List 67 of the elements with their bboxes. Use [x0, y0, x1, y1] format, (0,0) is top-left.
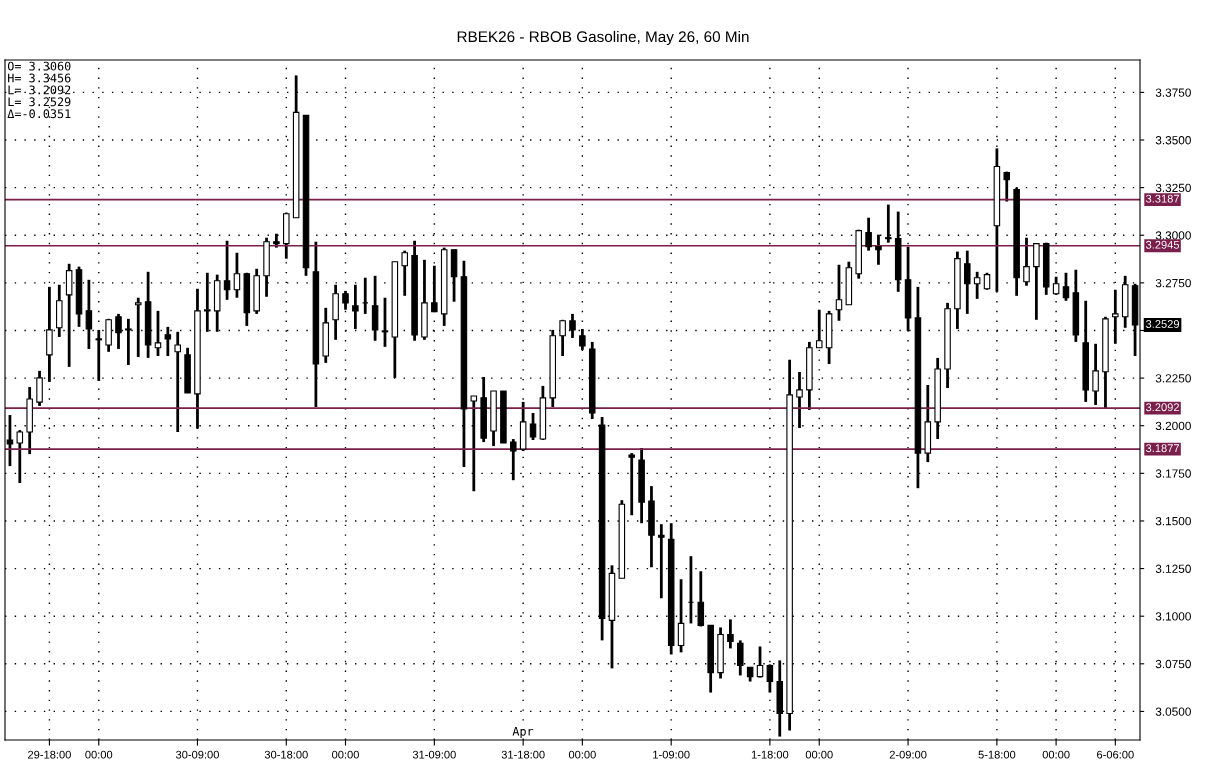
x-tick-label: 30-18:00	[264, 750, 308, 759]
y-tick-label: 3.0750	[1155, 659, 1191, 669]
y-tick-label: 3.3000	[1155, 231, 1191, 240]
x-tick-label: 00:00	[568, 750, 596, 759]
candlestick	[658, 522, 665, 600]
annotation: Apr	[512, 726, 534, 738]
candlestick	[529, 411, 537, 442]
ref-line-label: 3.1877	[1145, 444, 1179, 453]
candlestick	[1033, 242, 1040, 322]
candlestick	[1062, 271, 1070, 303]
x-tick-label: 00:00	[1042, 750, 1070, 759]
candlestick	[381, 296, 389, 349]
candlestick	[223, 239, 231, 302]
x-tick-label: 31-09:00	[412, 750, 456, 759]
x-tick-label: 2-09:00	[889, 750, 927, 759]
candlestick	[1003, 170, 1011, 203]
ref-line-label: 3.2945	[1145, 240, 1180, 249]
y-tick-label: 3.1500	[1155, 516, 1191, 526]
candlestick	[95, 328, 103, 383]
candlestick	[766, 662, 774, 694]
y-tick-label: 3.3250	[1155, 183, 1191, 193]
candlestick	[401, 249, 408, 298]
text: 3.2529	[1145, 320, 1180, 328]
x-tick-label: 5-18:00	[978, 750, 1016, 759]
x-tick-label: 1-09:00	[653, 750, 690, 759]
x-tick-label: 1-18:00	[751, 750, 789, 759]
chart-title: RBEK26 - RBOB Gasoline, May 26, 60 Min	[457, 30, 749, 46]
x-tick-label: 00:00	[805, 750, 833, 759]
candlestick	[154, 309, 162, 358]
annotation: Δ=-0.0351	[7, 109, 71, 119]
y-tick-label: 3.1750	[1155, 469, 1191, 478]
candlestick	[1092, 342, 1099, 407]
y-tick-label: 3.2250	[1155, 374, 1191, 383]
y-tick-label: 3.1000	[1155, 612, 1191, 621]
annotation: O= 3.3060	[7, 61, 71, 71]
candlestick	[865, 216, 872, 253]
ref-line-label: 3.2092	[1145, 403, 1179, 412]
x-tick-label: 31-18:00	[501, 750, 545, 759]
candlestick	[1023, 236, 1030, 288]
candlestick	[964, 249, 971, 316]
candlestick	[559, 318, 566, 358]
y-tick-label: 3.2750	[1155, 278, 1191, 288]
candlestick	[85, 278, 93, 351]
candlestick	[569, 312, 576, 340]
candlestick	[727, 618, 734, 650]
candlestick	[233, 251, 241, 300]
y-tick-label: 3.3750	[1155, 88, 1191, 97]
y-tick-label: 3.2000	[1155, 421, 1191, 431]
candlestick	[16, 428, 24, 485]
candlestick	[431, 264, 438, 314]
annotation: L= 3.2092	[8, 85, 71, 95]
candlestick	[756, 645, 764, 679]
x-tick-label: 00:00	[332, 750, 359, 759]
annotation: L= 3.2529	[8, 97, 71, 107]
x-tick-label: 6-06:00	[1097, 750, 1134, 759]
annotation: H= 3.3456	[8, 73, 71, 83]
x-tick-label: 00:00	[85, 750, 113, 759]
x-tick-label: 30-09:00	[175, 750, 219, 759]
y-tick-label: 3.0500	[1155, 707, 1191, 716]
ref-line-label: 3.3187	[1145, 194, 1179, 203]
candlestick	[973, 270, 981, 301]
candlestick	[677, 577, 685, 654]
candlestick	[1052, 275, 1060, 297]
y-tick-label: 3.1250	[1155, 564, 1191, 573]
candlestick	[470, 394, 478, 493]
y-tick-label: 3.3500	[1155, 136, 1191, 145]
x-tick-label: 29-18:00	[28, 750, 71, 759]
